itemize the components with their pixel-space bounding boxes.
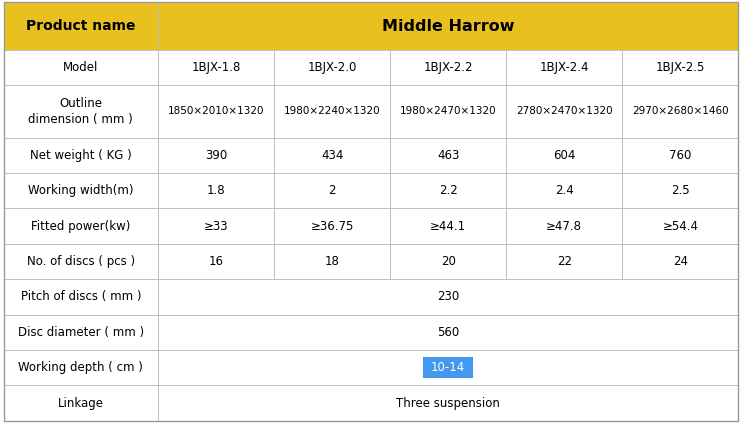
Text: 2.5: 2.5 [671,184,689,197]
Text: 22: 22 [556,255,571,268]
Text: 463: 463 [437,149,459,162]
Bar [623,137,738,173]
Bar [158,385,738,421]
Text: Product name: Product name [26,19,136,33]
Bar [158,173,274,209]
Text: 10-14: 10-14 [431,361,465,374]
Bar [4,137,158,173]
Text: ≥47.8: ≥47.8 [546,220,582,233]
Text: 560: 560 [437,326,459,339]
Text: ≥54.4: ≥54.4 [663,220,698,233]
Bar [4,385,158,421]
Bar [623,209,738,244]
Text: Model: Model [63,61,99,74]
Text: 1980×2470×1320: 1980×2470×1320 [400,107,496,116]
Bar [506,137,623,173]
Text: Working depth ( cm ): Working depth ( cm ) [19,361,143,374]
Text: 390: 390 [205,149,227,162]
Bar [4,173,158,209]
Bar [390,85,506,137]
Bar [274,209,390,244]
Bar [158,279,738,315]
Bar [4,350,158,385]
Text: ≥33: ≥33 [204,220,229,233]
Bar [506,173,623,209]
Text: Net weight ( KG ): Net weight ( KG ) [30,149,132,162]
Bar [390,173,506,209]
Bar [158,244,274,279]
Bar [623,50,738,85]
Bar [158,209,274,244]
Text: 2.4: 2.4 [555,184,574,197]
Bar [158,2,738,50]
Bar [623,85,738,137]
Text: 604: 604 [553,149,575,162]
Bar [4,2,158,50]
Text: 2: 2 [328,184,336,197]
Text: 760: 760 [669,149,692,162]
Bar [506,209,623,244]
Bar [390,137,506,173]
Text: 1BJX-2.0: 1BJX-2.0 [307,61,357,74]
Bar [506,50,623,85]
Text: Fitted power(kw): Fitted power(kw) [31,220,131,233]
Bar [424,357,473,379]
Bar [158,315,738,350]
Bar [158,50,274,85]
Text: Working width(m): Working width(m) [28,184,134,197]
Bar [506,85,623,137]
Text: 1BJX-1.8: 1BJX-1.8 [191,61,240,74]
Bar [4,209,158,244]
Text: 2780×2470×1320: 2780×2470×1320 [516,107,612,116]
Text: Disc diameter ( mm ): Disc diameter ( mm ) [18,326,144,339]
Text: ≥44.1: ≥44.1 [430,220,466,233]
Text: 1BJX-2.2: 1BJX-2.2 [424,61,473,74]
Bar [623,173,738,209]
Bar [274,173,390,209]
Bar [4,244,158,279]
Text: Pitch of discs ( mm ): Pitch of discs ( mm ) [21,291,141,303]
Text: 434: 434 [321,149,344,162]
Bar [4,50,158,85]
Text: Linkage: Linkage [58,397,104,410]
Bar [4,279,158,315]
Text: 18: 18 [325,255,340,268]
Text: 2970×2680×1460: 2970×2680×1460 [632,107,729,116]
Text: 20: 20 [441,255,456,268]
Bar [4,85,158,137]
Bar [390,244,506,279]
Text: Outline
dimension ( mm ): Outline dimension ( mm ) [28,97,134,126]
Text: No. of discs ( pcs ): No. of discs ( pcs ) [27,255,135,268]
Bar [274,85,390,137]
Bar [390,50,506,85]
Text: Middle Harrow: Middle Harrow [382,19,514,33]
Bar [158,137,274,173]
Bar [274,50,390,85]
Bar [274,137,390,173]
Text: 1BJX-2.4: 1BJX-2.4 [539,61,589,74]
Text: 24: 24 [673,255,688,268]
Bar [158,350,738,385]
Text: 16: 16 [209,255,223,268]
Text: 1850×2010×1320: 1850×2010×1320 [168,107,264,116]
Text: 1980×2240×1320: 1980×2240×1320 [283,107,381,116]
Bar [506,244,623,279]
Bar [274,244,390,279]
Bar [623,244,738,279]
Text: ≥36.75: ≥36.75 [310,220,354,233]
Bar [4,315,158,350]
Bar [390,209,506,244]
Text: 2.2: 2.2 [439,184,458,197]
Text: 1BJX-2.5: 1BJX-2.5 [656,61,705,74]
Bar [158,85,274,137]
Text: Three suspension: Three suspension [396,397,500,410]
Text: 230: 230 [437,291,459,303]
Text: 1.8: 1.8 [207,184,226,197]
